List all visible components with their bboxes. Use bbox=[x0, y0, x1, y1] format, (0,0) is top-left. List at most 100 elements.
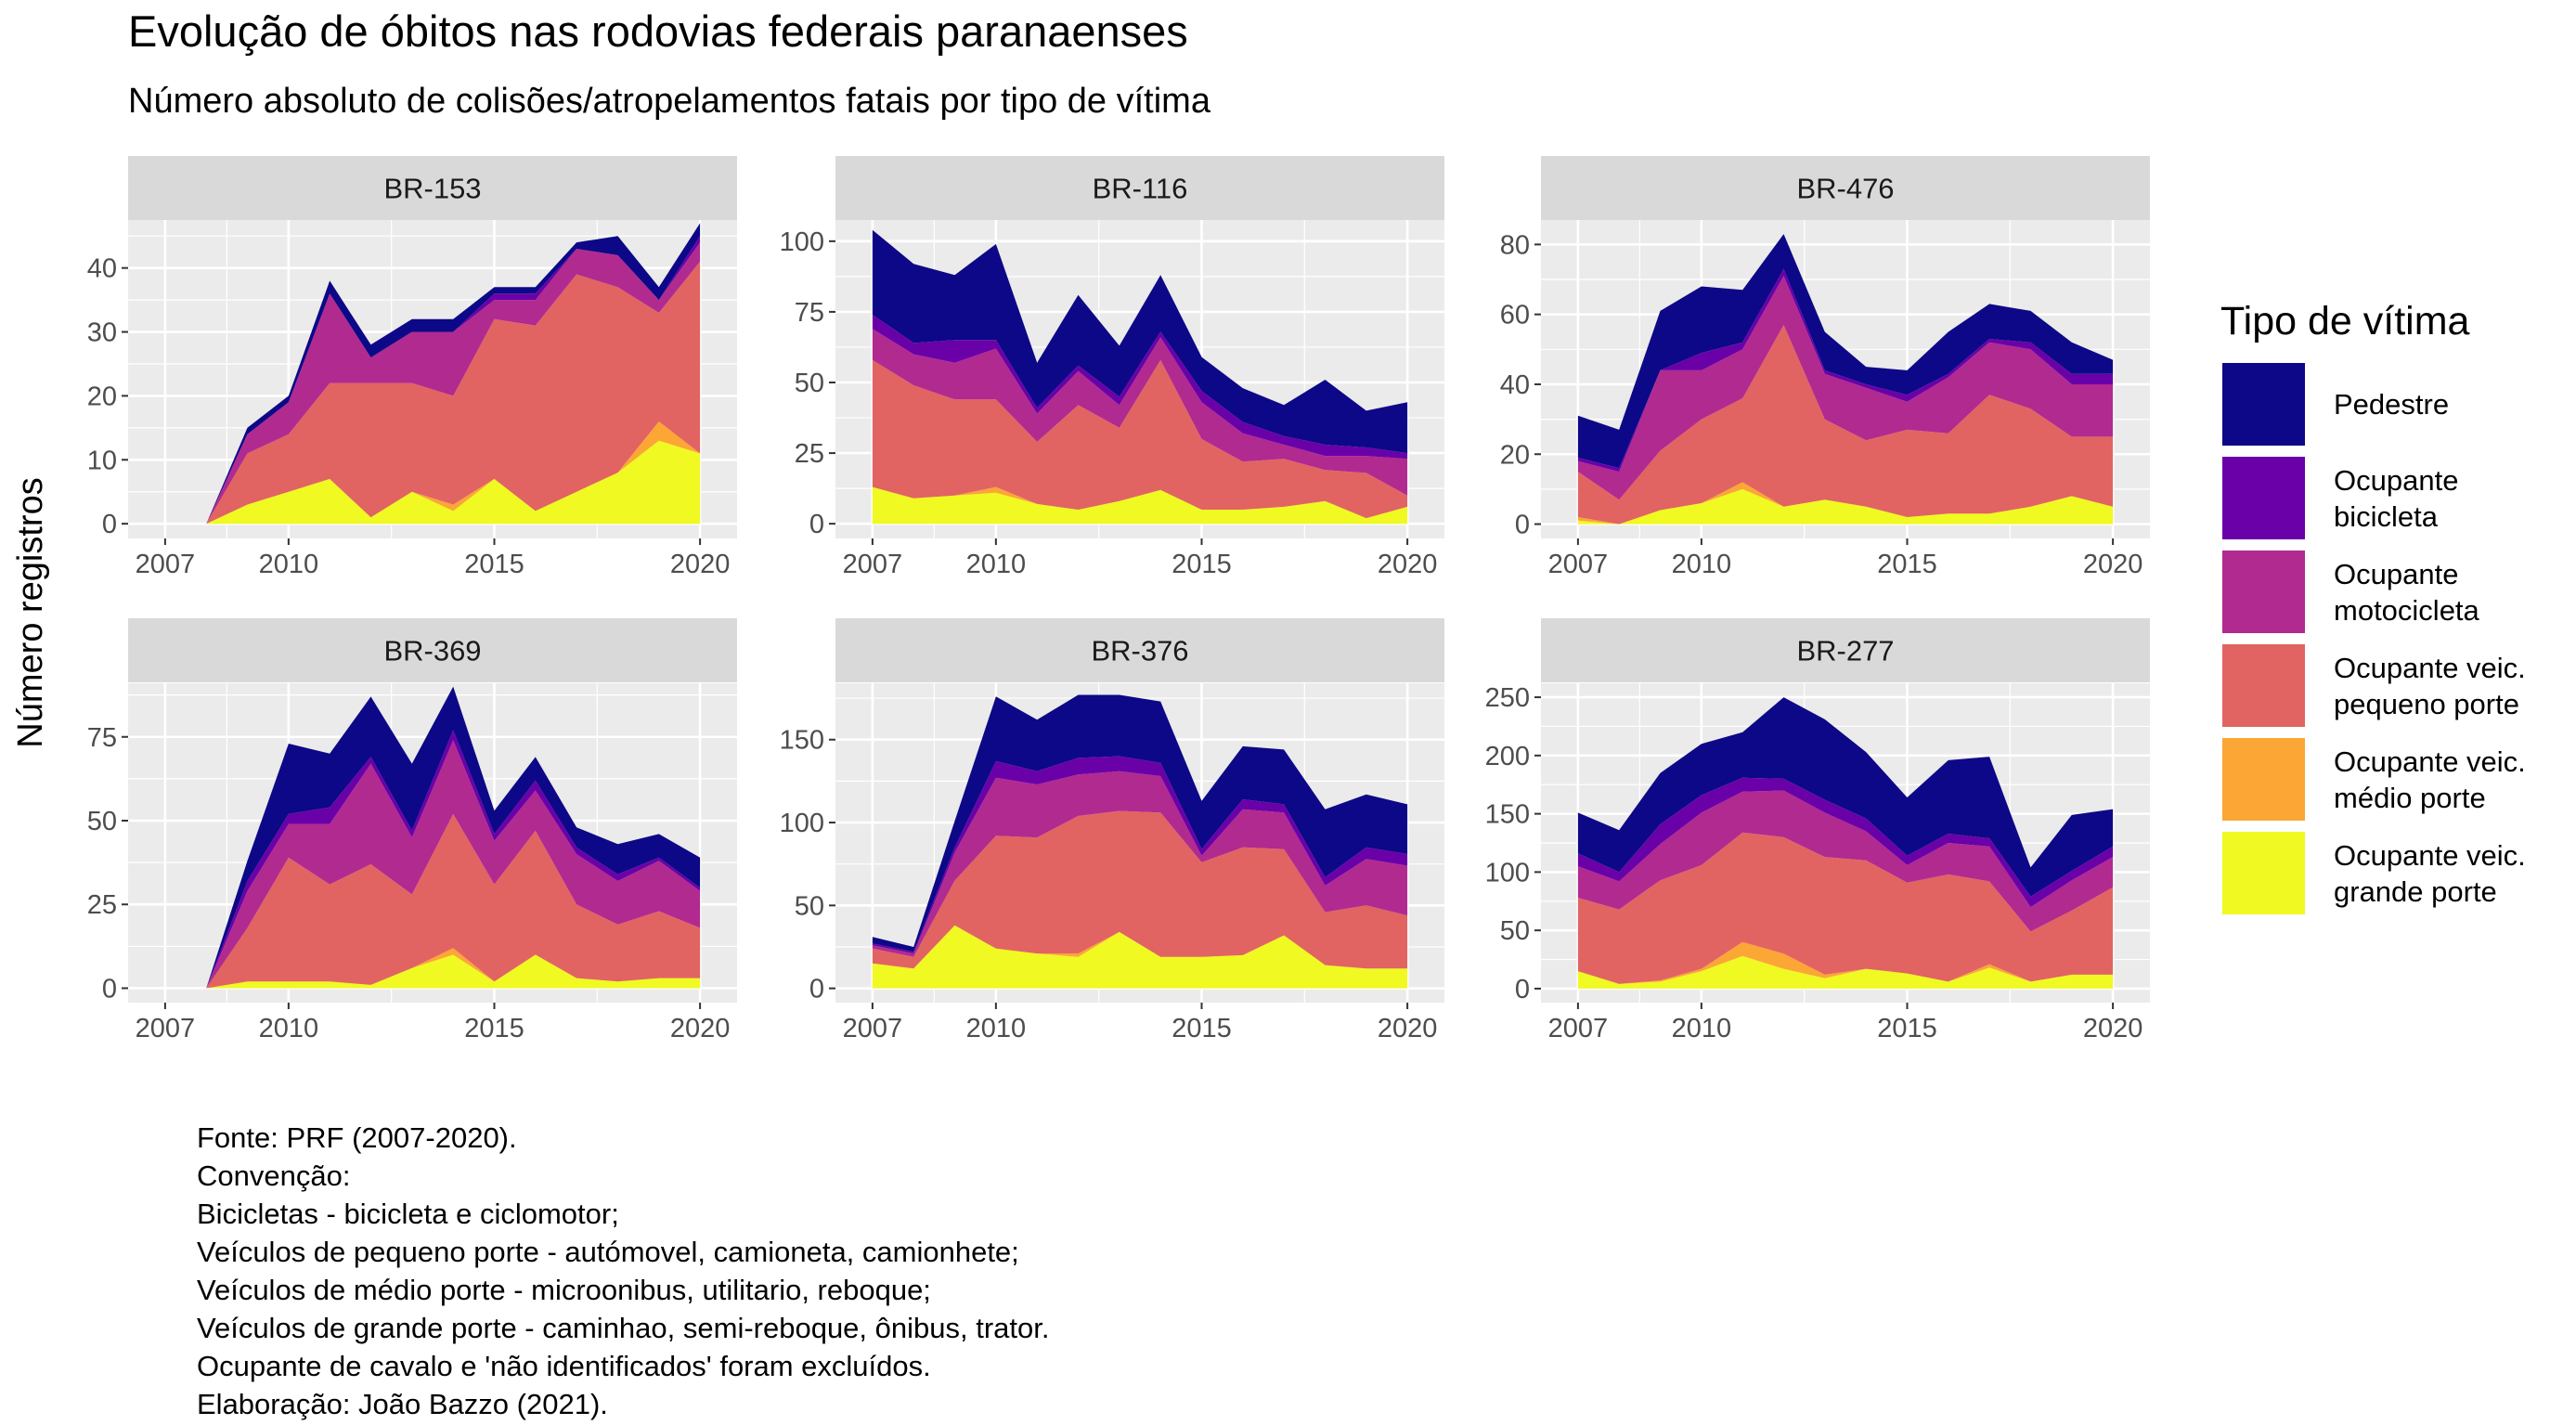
y-tick-label: 40 bbox=[87, 254, 117, 284]
y-tick-label: 25 bbox=[87, 890, 117, 920]
caption-line: Veículos de médio porte - microonibus, u… bbox=[197, 1274, 931, 1306]
legend-key-grande-porte bbox=[2220, 830, 2307, 916]
y-tick-label: 150 bbox=[780, 726, 824, 756]
x-tick-label: 2015 bbox=[464, 550, 524, 579]
y-tick-label: 75 bbox=[87, 723, 117, 753]
caption: Fonte: PRF (2007-2020). Convenção: Bicic… bbox=[197, 1119, 1049, 1423]
area-series-6 bbox=[872, 486, 1408, 525]
y-axis-label: Número registros bbox=[11, 477, 50, 747]
area-series-2 bbox=[872, 756, 1408, 954]
y-tick-label: 20 bbox=[87, 382, 117, 411]
area-series-3 bbox=[1577, 276, 2114, 500]
y-tick-label: 100 bbox=[1485, 858, 1530, 887]
legend-label-motocicleta: Ocupante motocicleta bbox=[2334, 557, 2479, 627]
x-tick-label: 2010 bbox=[259, 1014, 319, 1043]
legend-item-pequeno-porte: Ocupante veic. pequeno porte bbox=[2220, 639, 2526, 732]
y-tick-label: 200 bbox=[1485, 742, 1530, 771]
area-series-6 bbox=[1577, 955, 2114, 989]
caption-line: Ocupante de cavalo e 'não identificados'… bbox=[197, 1350, 931, 1382]
legend-label-bicicleta: Ocupante bicicleta bbox=[2334, 463, 2459, 533]
facet-strip bbox=[1541, 618, 2150, 682]
legend-key-medio-porte bbox=[2220, 736, 2307, 823]
area-series-1 bbox=[1577, 234, 2114, 469]
facet-strip-label: BR-153 bbox=[383, 173, 481, 205]
facet-br-476: BR-476 0 20 40 60 80 2007 2010 2015 2020 bbox=[1500, 156, 2150, 579]
facet-br-277: BR-277 0 50 100 150 200 250 2007 2010 2015 2020 bbox=[1485, 618, 2150, 1043]
facet-strip bbox=[835, 156, 1444, 220]
facet-strip bbox=[128, 156, 737, 220]
legend-item-grande-porte: Ocupante veic. grande porte bbox=[2220, 826, 2526, 920]
legend-key-motocicleta bbox=[2220, 549, 2307, 635]
y-tick-label: 60 bbox=[1500, 301, 1530, 330]
area-series-6 bbox=[206, 954, 701, 989]
x-tick-label: 2010 bbox=[1672, 1014, 1732, 1043]
facet-strip-label: BR-476 bbox=[1796, 173, 1894, 205]
facet-strip-label: BR-116 bbox=[1093, 173, 1188, 205]
y-tick-label: 0 bbox=[1515, 975, 1530, 1004]
legend-item-pedestre: Pedestre bbox=[2220, 357, 2526, 451]
y-tick-label: 0 bbox=[102, 974, 117, 1004]
x-tick-label: 2020 bbox=[1378, 550, 1438, 579]
legend-key-pequeno-porte bbox=[2220, 642, 2307, 729]
x-tick-label: 2020 bbox=[670, 1014, 731, 1043]
area-series-3 bbox=[1577, 790, 2114, 932]
y-tick-label: 25 bbox=[795, 439, 824, 469]
area-series-1 bbox=[872, 229, 1408, 454]
y-tick-label: 50 bbox=[795, 369, 824, 398]
caption-line: Veículos de grande porte - caminhao, sem… bbox=[197, 1312, 1050, 1344]
y-tick-label: 50 bbox=[795, 891, 824, 921]
y-tick-label: 50 bbox=[1500, 916, 1530, 946]
legend-key-bicicleta bbox=[2220, 455, 2307, 541]
legend-key-pedestre bbox=[2220, 361, 2307, 447]
y-tick-label: 50 bbox=[87, 807, 117, 836]
area-series-1 bbox=[872, 694, 1408, 952]
area-series-4 bbox=[872, 359, 1408, 519]
y-tick-label: 100 bbox=[780, 809, 824, 838]
x-tick-label: 2007 bbox=[1548, 550, 1609, 579]
area-series-5 bbox=[872, 486, 1408, 519]
x-tick-label: 2010 bbox=[259, 550, 319, 579]
caption-line: Convenção: bbox=[197, 1159, 351, 1192]
y-tick-label: 100 bbox=[780, 227, 824, 257]
legend: Tipo de vítima Pedestre Ocupante bicicle… bbox=[2220, 299, 2526, 920]
legend-label-pedestre: Pedestre bbox=[2334, 388, 2450, 421]
x-tick-label: 2010 bbox=[1672, 550, 1732, 579]
y-tick-label: 10 bbox=[87, 446, 117, 475]
caption-line: Bicicletas - bicicleta e ciclomotor; bbox=[197, 1198, 619, 1230]
y-tick-label: 0 bbox=[102, 510, 117, 539]
facet-br-376: BR-376 0 50 100 150 2007 2010 2015 2020 bbox=[780, 618, 1444, 1043]
legend-item-medio-porte: Ocupante veic. médio porte bbox=[2220, 732, 2526, 826]
facet-strip bbox=[835, 618, 1444, 682]
legend-label-grande-porte: Ocupante veic. grande porte bbox=[2334, 838, 2526, 908]
area-series-4 bbox=[206, 813, 701, 989]
x-tick-label: 2007 bbox=[1548, 1014, 1609, 1043]
chart-subtitle: Número absoluto de colisões/atropelament… bbox=[128, 82, 1210, 121]
x-tick-label: 2020 bbox=[2083, 550, 2143, 579]
area-series-6 bbox=[872, 925, 1408, 989]
area-series-3 bbox=[872, 771, 1408, 957]
caption-line: Fonte: PRF (2007-2020). bbox=[197, 1121, 517, 1154]
facet-br-116: BR-116 0 25 50 75 100 2007 2010 2015 2020 bbox=[780, 156, 1444, 579]
area-series-4 bbox=[872, 810, 1408, 969]
x-tick-label: 2015 bbox=[1171, 1014, 1232, 1043]
x-tick-label: 2007 bbox=[843, 1014, 903, 1043]
legend-item-motocicleta: Ocupante motocicleta bbox=[2220, 545, 2526, 639]
x-tick-label: 2015 bbox=[1877, 1014, 1937, 1043]
y-tick-label: 0 bbox=[809, 510, 824, 539]
y-tick-label: 80 bbox=[1500, 230, 1530, 260]
legend-title: Tipo de vítima bbox=[2220, 299, 2470, 343]
facet-br-369: BR-369 0 25 50 75 2007 2010 2015 2020 bbox=[87, 618, 737, 1043]
y-tick-label: 40 bbox=[1500, 370, 1530, 400]
y-tick-label: 20 bbox=[1500, 440, 1530, 470]
area-series-4 bbox=[206, 261, 701, 525]
x-tick-label: 2020 bbox=[1378, 1014, 1438, 1043]
legend-label-pequeno-porte: Ocupante veic. pequeno porte bbox=[2334, 651, 2526, 720]
x-tick-label: 2020 bbox=[2083, 1014, 2143, 1043]
x-tick-label: 2015 bbox=[1171, 550, 1232, 579]
x-tick-label: 2010 bbox=[966, 1014, 1027, 1043]
facet-br-153: BR-153 0 10 20 30 40 2007 2010 2015 2020 bbox=[87, 156, 737, 579]
x-tick-label: 2020 bbox=[670, 550, 731, 579]
facet-strip bbox=[128, 618, 737, 682]
facet-strip bbox=[1541, 156, 2150, 220]
